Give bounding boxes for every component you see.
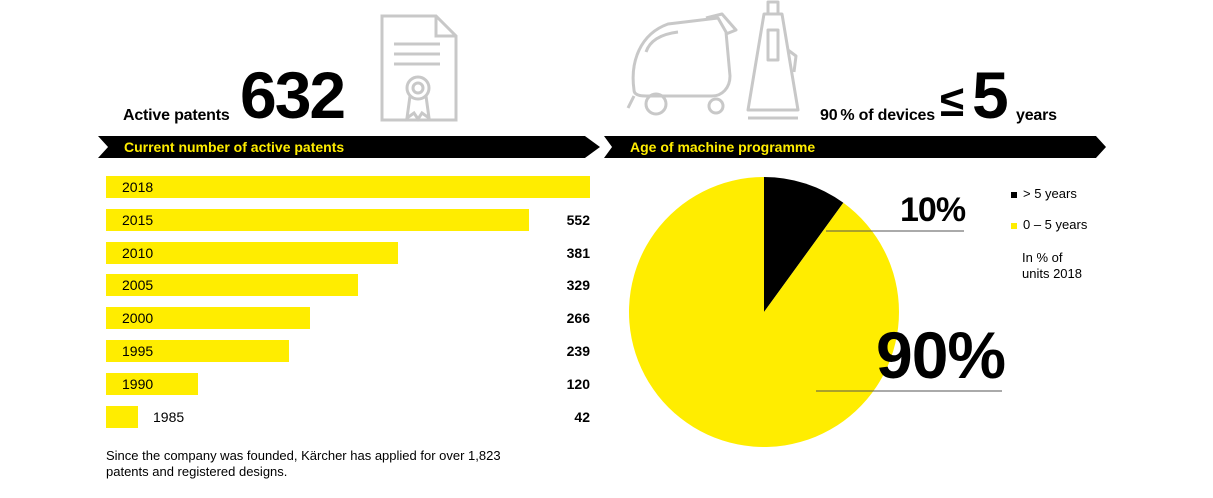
bar-value-2000: 266 — [566, 310, 590, 326]
patents-banner-title: Current number of active patents — [124, 139, 345, 155]
machine-age-banner-title: Age of machine programme — [630, 139, 816, 155]
legend-note-line1: In % of — [1022, 250, 1063, 265]
bar-row-2000: 2000 266 — [106, 307, 592, 329]
devices-years-suffix: years — [1016, 107, 1057, 124]
active-patents-label: Active patents — [123, 107, 230, 124]
bar-2015 — [106, 209, 529, 231]
less-equal-symbol: ≤ — [940, 77, 964, 126]
footnote: Since the company was founded, Kärcher h… — [106, 448, 501, 479]
legend-swatch-yellow — [1011, 222, 1017, 229]
bar-label-2005: 2005 — [122, 277, 154, 293]
pie-label-90: 90% — [876, 318, 1006, 392]
bar-2010 — [106, 242, 398, 264]
patents-banner: Current number of active patents — [98, 136, 600, 158]
pie-slice-0-5-years — [629, 177, 899, 447]
bar-1995 — [106, 340, 289, 362]
vacuum-cleaner-icon — [746, 0, 800, 120]
bar-label-1995: 1995 — [122, 343, 154, 359]
bar-2018 — [106, 176, 590, 198]
bar-value-2005: 329 — [566, 277, 590, 293]
floor-scrubber-icon — [626, 12, 738, 116]
bar-1990 — [106, 373, 198, 395]
certificate-icon — [380, 14, 458, 122]
devices-label: 90 % of devices — [820, 107, 935, 124]
active-patents-value: 632 — [240, 58, 346, 132]
bar-label-1990: 1990 — [122, 376, 154, 392]
bar-value-1985: 42 — [574, 409, 590, 425]
bar-row-1995: 1995 239 — [106, 340, 592, 362]
bar-row-2018: 2018 — [106, 176, 592, 198]
bar-row-2010: 2010 381 — [106, 242, 592, 264]
legend-label-0-5: 0 – 5 years — [1023, 217, 1088, 232]
bar-value-2015: 552 — [566, 212, 590, 228]
legend-swatch-black — [1011, 191, 1017, 198]
bar-row-1985: 1985 42 — [106, 406, 592, 428]
legend-item-0-5: 0 – 5 years — [1011, 217, 1087, 232]
bar-label-2018: 2018 — [122, 179, 154, 195]
legend-note-line2: units 2018 — [1022, 266, 1082, 281]
bar-label-2010: 2010 — [122, 245, 154, 261]
bar-label-2015: 2015 — [122, 212, 154, 228]
bar-value-1995: 239 — [566, 343, 590, 359]
pie-slice-over-5-years — [764, 177, 844, 312]
legend-label-over-5: > 5 years — [1023, 186, 1077, 201]
bar-row-1990: 1990 120 — [106, 373, 592, 395]
bar-value-1990: 120 — [566, 376, 590, 392]
bar-label-1985: 1985 — [153, 409, 185, 425]
bar-value-2010: 381 — [566, 245, 590, 261]
pie-label-10: 10% — [900, 191, 966, 229]
bar-row-2005: 2005 329 — [106, 274, 592, 296]
bar-1985 — [106, 406, 138, 428]
machine-age-pie-chart — [629, 177, 899, 447]
bar-row-2015: 2015 552 — [106, 209, 592, 231]
bar-2000 — [106, 307, 310, 329]
legend-item-over-5: > 5 years — [1011, 186, 1077, 201]
bar-2005 — [106, 274, 358, 296]
machine-age-banner: Age of machine programme — [604, 136, 1106, 158]
bar-label-2000: 2000 — [122, 310, 154, 326]
devices-years-number: 5 — [972, 58, 1009, 132]
